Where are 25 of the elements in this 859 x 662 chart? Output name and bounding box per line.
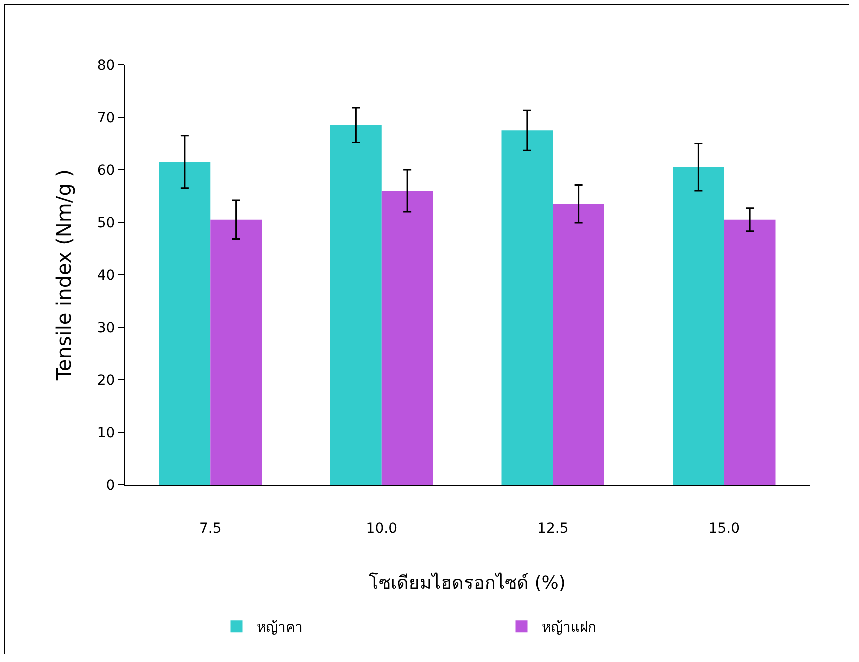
y-tick-label: 10	[97, 425, 116, 442]
legend-label: หญ้าแฝก	[542, 620, 596, 636]
y-tick-label: 0	[106, 478, 116, 494]
y-tick-label: 40	[97, 268, 116, 284]
bar	[502, 130, 554, 485]
y-tick-label: 70	[97, 110, 116, 126]
y-tick-label: 80	[97, 58, 116, 74]
bar	[724, 220, 776, 485]
y-axis-title: Tensile index (Nm/g )	[52, 170, 76, 382]
y-tick-label: 30	[97, 320, 116, 336]
y-tick-label: 20	[97, 372, 116, 389]
x-tick-label: 15.0	[708, 520, 740, 537]
bar	[553, 204, 604, 485]
x-tick-label: 7.5	[199, 520, 222, 537]
bar	[210, 220, 262, 485]
legend-label: หญ้าคา	[256, 620, 303, 636]
y-tick-label: 60	[97, 162, 116, 179]
x-tick-label: 12.5	[538, 520, 569, 537]
bar	[159, 162, 211, 485]
bar	[673, 167, 724, 485]
x-tick-label: 10.0	[366, 520, 398, 537]
bar	[382, 191, 434, 485]
y-tick-label: 50	[97, 215, 116, 232]
x-axis-title: โซเดียมไฮดรอกไซด์ (%)	[369, 572, 566, 594]
bar	[330, 125, 382, 485]
